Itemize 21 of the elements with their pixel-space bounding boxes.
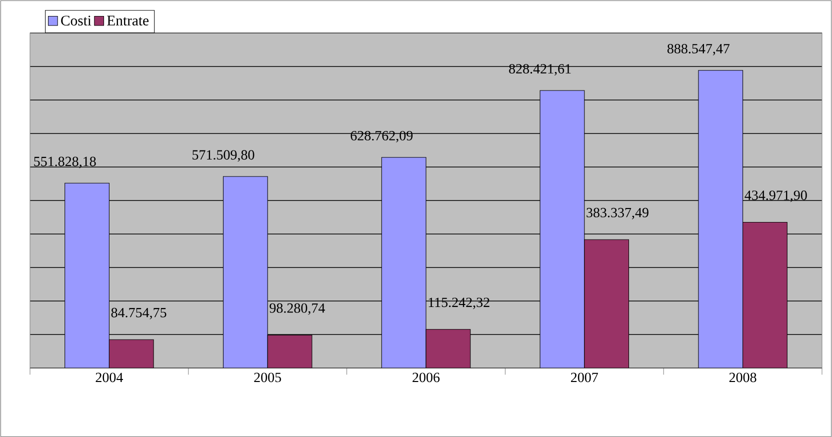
data-label: 628.762,09 (350, 130, 413, 142)
data-label: 84.754,75 (111, 308, 166, 320)
x-tick-label: 2005 (254, 372, 282, 382)
bar (742, 222, 788, 368)
x-tick-label: 2004 (96, 372, 123, 382)
data-label: 434.971,90 (744, 190, 807, 202)
legend-label: Entrate (107, 16, 149, 26)
bar (108, 339, 154, 368)
data-label: 571.509,80 (192, 150, 254, 162)
data-label: 551.828,18 (34, 156, 96, 168)
data-label: 98.280,74 (270, 303, 325, 315)
legend-label: Costi (61, 16, 92, 26)
data-label: 383.337,49 (586, 208, 648, 220)
bar (584, 239, 630, 368)
data-label: 888.547,47 (667, 44, 730, 56)
bar (426, 329, 471, 368)
bar (267, 334, 312, 368)
x-tick-label: 2006 (412, 372, 440, 382)
x-tick-label: 2008 (729, 372, 756, 382)
x-tick-label: 2007 (571, 372, 598, 382)
data-label: 828.421,61 (509, 64, 571, 76)
